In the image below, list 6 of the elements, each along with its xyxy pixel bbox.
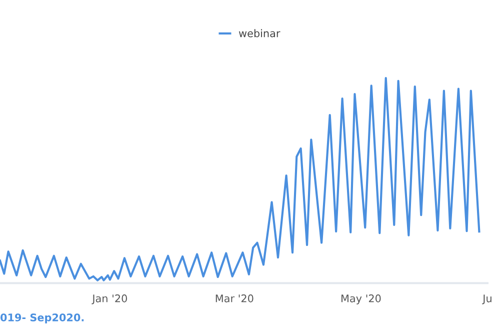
text: 019- Sep2020. — [0, 314, 84, 324]
legend-label: webinar — [238, 29, 280, 38]
x-tick-label: Mar '20 — [216, 294, 254, 302]
x-tick-label: Jan '20 — [92, 294, 127, 304]
x-tick-label: May '20 — [341, 294, 381, 304]
x-tick-label: Ju — [482, 294, 492, 304]
